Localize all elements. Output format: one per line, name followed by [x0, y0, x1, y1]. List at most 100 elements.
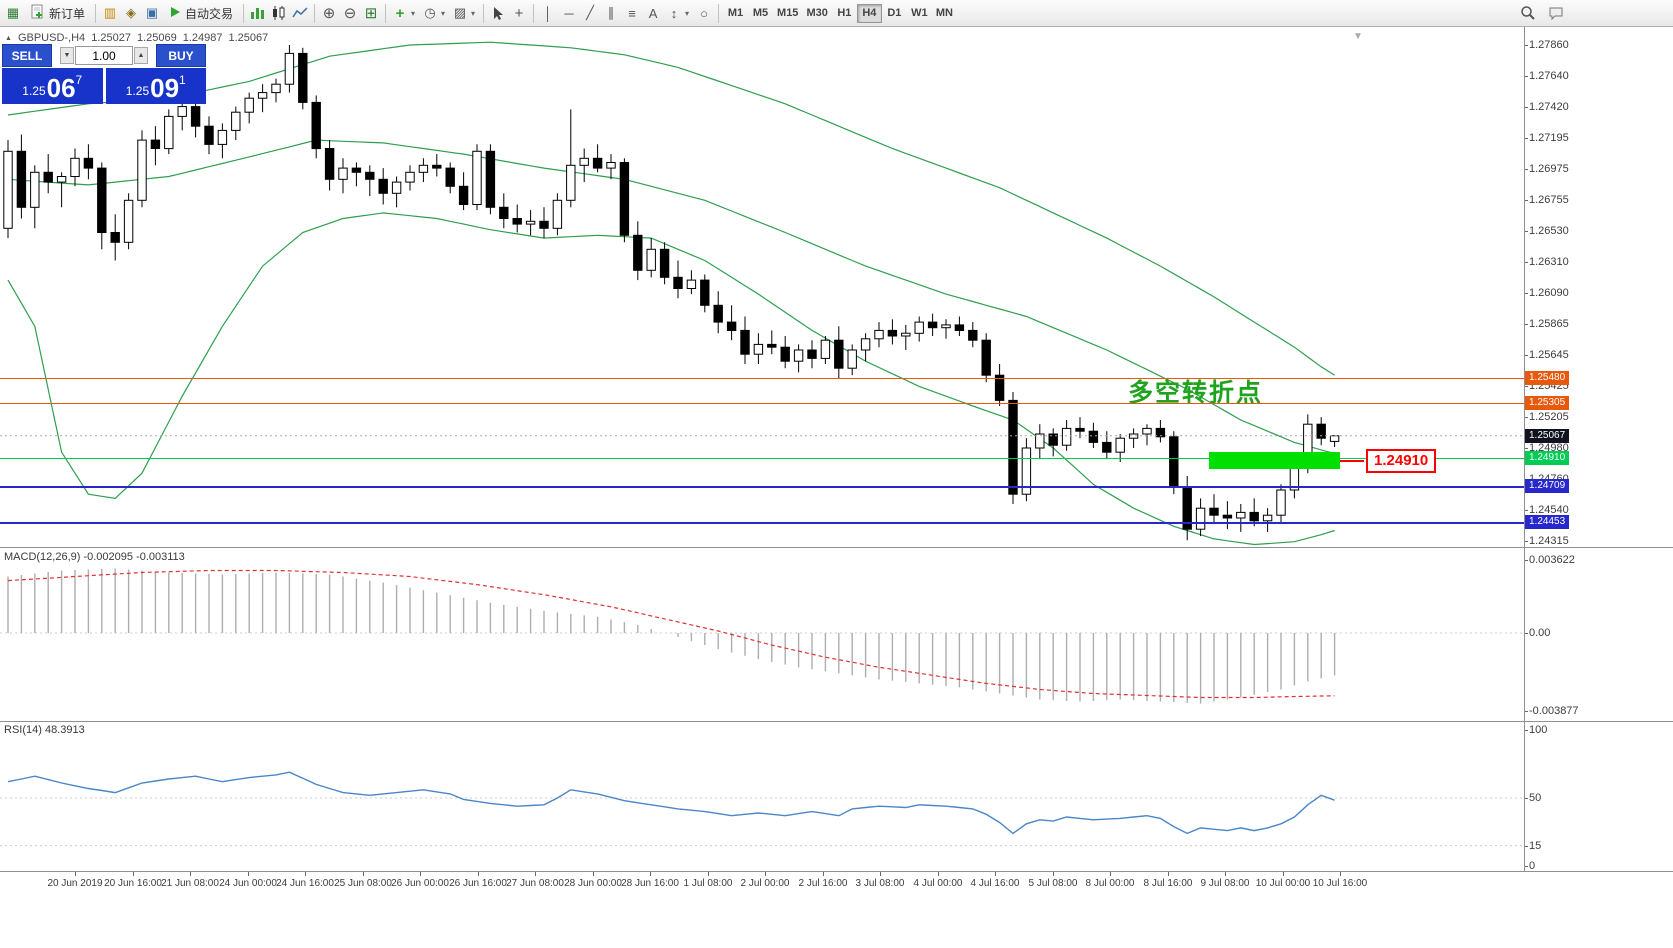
zoom-in-icon[interactable]: ⊕: [322, 5, 336, 22]
price-axis-tick: [1524, 510, 1528, 511]
arrows-dropdown-icon[interactable]: ▾: [685, 8, 690, 18]
timeframe-MN[interactable]: MN: [932, 4, 957, 23]
time-axis-label[interactable]: 27 Jun 08:00: [506, 878, 564, 889]
time-axis-label[interactable]: 2 Jul 16:00: [798, 878, 848, 889]
time-axis-label[interactable]: 26 Jun 16:00: [449, 878, 507, 889]
volume-decrease-button[interactable]: ▼: [60, 47, 74, 64]
market-watch-icon[interactable]: ▥: [103, 5, 117, 20]
time-axis-tick: [650, 872, 651, 876]
line-chart-icon[interactable]: [290, 3, 310, 24]
time-axis-label[interactable]: 28 Jun 00:00: [564, 878, 622, 889]
indicators-dropdown-icon[interactable]: ▾: [411, 8, 416, 18]
periods-dropdown-icon[interactable]: ▾: [441, 8, 446, 18]
time-axis-label[interactable]: 4 Jul 16:00: [970, 878, 1020, 889]
macd-plot[interactable]: [0, 548, 1524, 721]
timeframe-H1[interactable]: H1: [832, 4, 857, 23]
price-axis-tick: [1524, 417, 1528, 418]
horizontal-line-object[interactable]: [0, 486, 1524, 488]
trendline-icon[interactable]: ╱: [586, 5, 594, 20]
highlight-rectangle[interactable]: [1209, 452, 1340, 469]
time-axis-label[interactable]: 24 Jun 16:00: [276, 878, 334, 889]
panel-separator-rsi[interactable]: [0, 721, 1673, 722]
buy-price-prefix: 1.25: [125, 84, 150, 98]
volume-increase-button[interactable]: ▲: [134, 47, 148, 64]
price-axis-label: 1.26090: [1529, 287, 1569, 299]
time-axis-label[interactable]: 20 Jun 16:00: [104, 878, 162, 889]
vertical-line-icon[interactable]: │: [543, 5, 553, 21]
candlestick-chart-icon[interactable]: [269, 3, 289, 24]
horizontal-line-object[interactable]: [0, 378, 1524, 379]
time-axis-label[interactable]: 2 Jul 00:00: [740, 878, 790, 889]
terminal-icon[interactable]: ▣: [145, 5, 159, 20]
rsi-plot[interactable]: [0, 722, 1524, 871]
price-axis-tick: [1524, 324, 1528, 325]
time-axis-label[interactable]: 10 Jul 00:00: [1255, 878, 1311, 889]
bar-chart-icon[interactable]: [248, 3, 268, 24]
time-axis-label[interactable]: 3 Jul 08:00: [855, 878, 905, 889]
highlight-price-label[interactable]: 1.24910: [1366, 449, 1437, 473]
cursor-icon[interactable]: [488, 3, 508, 24]
time-axis-label[interactable]: 8 Jul 16:00: [1143, 878, 1193, 889]
rsi-axis-tick: [1524, 730, 1528, 731]
navigator-icon[interactable]: ◈: [126, 5, 137, 20]
sell-price[interactable]: 1.25 06 7: [2, 68, 103, 104]
templates-icon[interactable]: ▨: [453, 5, 467, 20]
timeframe-W1[interactable]: W1: [907, 4, 932, 23]
time-axis-label[interactable]: 24 Jun 00:00: [219, 878, 277, 889]
highlight-pointer: [1340, 460, 1364, 462]
timeframe-H4[interactable]: H4: [856, 3, 882, 23]
time-axis-label[interactable]: 8 Jul 00:00: [1085, 878, 1135, 889]
panel-separator-macd[interactable]: [0, 547, 1673, 548]
chat-icon[interactable]: [1546, 3, 1566, 24]
periods-icon[interactable]: ◷: [424, 5, 436, 20]
rsi-axis-label: 0: [1529, 860, 1536, 872]
macd-axis-tick: [1524, 560, 1528, 561]
timeframe-M15[interactable]: M15: [773, 4, 802, 23]
horizontal-line-icon[interactable]: ─: [564, 5, 574, 21]
arrows-tool-icon[interactable]: ↕: [670, 5, 678, 21]
time-axis-label[interactable]: 21 Jun 08:00: [161, 878, 219, 889]
timeframe-M1[interactable]: M1: [723, 4, 748, 23]
time-axis-label[interactable]: 26 Jun 00:00: [391, 878, 449, 889]
crosshair-icon[interactable]: +: [514, 4, 524, 22]
time-axis-label[interactable]: 9 Jul 08:00: [1200, 878, 1250, 889]
search-icon[interactable]: [1518, 3, 1538, 24]
time-axis-label[interactable]: 20 Jun 2019: [47, 878, 103, 889]
chart-title-icon: ▲: [5, 34, 12, 42]
time-axis-label[interactable]: 5 Jul 08:00: [1028, 878, 1078, 889]
chart-plot[interactable]: [0, 28, 1524, 547]
horizontal-line-object[interactable]: [0, 522, 1524, 524]
time-axis-tick: [478, 872, 479, 876]
time-axis-label[interactable]: 28 Jun 16:00: [621, 878, 679, 889]
chart-shift-marker[interactable]: ▼: [1353, 31, 1363, 42]
templates-dropdown-icon[interactable]: ▾: [471, 8, 476, 18]
fibonacci-icon[interactable]: ≡: [628, 5, 636, 21]
time-axis-tick: [420, 872, 421, 876]
text-tool-icon[interactable]: A: [648, 5, 658, 21]
chart-annotation[interactable]: 多空转折点: [1128, 379, 1264, 407]
rsi-axis-label: 50: [1529, 792, 1542, 804]
shapes-tool-icon[interactable]: ○: [700, 5, 708, 21]
buy-button[interactable]: BUY: [156, 44, 206, 67]
time-axis-label[interactable]: 25 Jun 08:00: [334, 878, 392, 889]
volume-input[interactable]: [75, 46, 133, 65]
timeframe-M5[interactable]: M5: [748, 4, 773, 23]
time-axis-label[interactable]: 4 Jul 00:00: [913, 878, 963, 889]
buy-price[interactable]: 1.25 09 1: [105, 68, 206, 104]
horizontal-line-object[interactable]: [0, 458, 1524, 459]
chart-symbol-period: GBPUSD-,H4: [17, 32, 86, 44]
time-axis-label[interactable]: 10 Jul 16:00: [1312, 878, 1368, 889]
price-axis-label: 1.27195: [1529, 132, 1569, 144]
autotrading-button[interactable]: 自动交易: [163, 3, 239, 24]
time-axis-label[interactable]: 1 Jul 08:00: [683, 878, 733, 889]
indicators-icon[interactable]: +: [395, 4, 405, 22]
sell-button[interactable]: SELL: [2, 44, 52, 67]
new-order-button[interactable]: 新订单: [24, 3, 91, 24]
toolbar-separator: [314, 3, 316, 23]
zoom-out-icon[interactable]: ⊖: [343, 5, 357, 22]
equidistant-channel-icon[interactable]: ∥: [607, 5, 615, 20]
timeframe-M30[interactable]: M30: [802, 4, 831, 23]
tile-windows-icon[interactable]: ⊞: [364, 5, 378, 22]
horizontal-line-object[interactable]: [0, 403, 1524, 404]
timeframe-D1[interactable]: D1: [882, 4, 907, 23]
